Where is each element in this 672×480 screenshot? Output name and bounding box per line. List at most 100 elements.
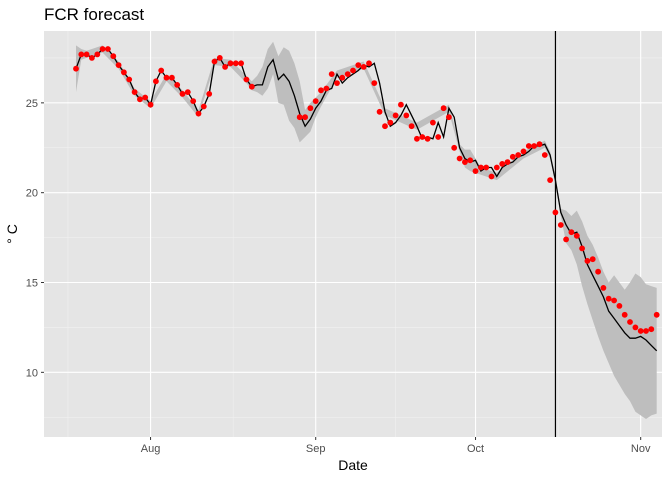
observed-point bbox=[83, 51, 90, 58]
observed-point bbox=[200, 103, 207, 110]
observed-point bbox=[488, 173, 495, 180]
observed-point bbox=[169, 74, 175, 81]
observed-point bbox=[504, 159, 511, 166]
observed-point bbox=[232, 60, 239, 67]
observed-point bbox=[195, 110, 202, 117]
y-tick-label: 20 bbox=[26, 188, 38, 200]
observed-point bbox=[334, 80, 340, 86]
observed-point bbox=[563, 236, 569, 243]
observed-point bbox=[408, 123, 415, 130]
x-tick-label: Nov bbox=[631, 443, 651, 455]
observed-point bbox=[648, 326, 655, 333]
observed-point bbox=[451, 144, 458, 151]
observed-point bbox=[440, 105, 447, 112]
observed-point bbox=[403, 112, 410, 119]
observed-point bbox=[557, 222, 564, 228]
observed-point bbox=[137, 96, 143, 103]
observed-point bbox=[344, 71, 351, 77]
minor-gridlines bbox=[44, 31, 662, 437]
observed-point bbox=[382, 123, 388, 130]
observed-point bbox=[589, 256, 596, 263]
observed-point bbox=[339, 74, 346, 81]
observed-point bbox=[611, 297, 617, 304]
observed-point bbox=[467, 157, 474, 164]
y-tick-label: 10 bbox=[26, 367, 38, 379]
observed-point bbox=[142, 94, 149, 101]
observed-point bbox=[616, 303, 623, 309]
observed-point bbox=[478, 164, 484, 171]
observed-point bbox=[371, 80, 378, 86]
observed-point bbox=[243, 76, 250, 83]
observed-point bbox=[99, 46, 106, 52]
observed-point bbox=[536, 141, 543, 148]
observed-point bbox=[153, 78, 159, 85]
observed-point bbox=[643, 328, 649, 334]
observed-point bbox=[584, 258, 591, 264]
observed-point bbox=[600, 285, 607, 291]
observed-point bbox=[184, 89, 191, 95]
observed-point bbox=[376, 108, 383, 115]
observed-point bbox=[605, 295, 612, 302]
x-tick-label: Sep bbox=[306, 443, 326, 455]
observed-point bbox=[435, 134, 442, 140]
observed-point bbox=[307, 105, 314, 112]
observed-point bbox=[472, 168, 479, 175]
observed-point bbox=[302, 114, 308, 121]
y-axis-title: ° C bbox=[4, 224, 20, 244]
observed-point bbox=[248, 83, 255, 90]
observed-point bbox=[211, 58, 218, 65]
y-tick-label: 25 bbox=[26, 98, 38, 110]
observed-point bbox=[392, 112, 399, 119]
observed-point bbox=[78, 51, 85, 58]
observed-point bbox=[483, 164, 490, 171]
observed-point bbox=[541, 152, 548, 158]
y-tick-label: 15 bbox=[26, 278, 38, 290]
x-tick-label: Oct bbox=[467, 443, 484, 455]
observed-point bbox=[419, 134, 426, 140]
observed-point bbox=[552, 209, 559, 216]
observed-point bbox=[573, 232, 580, 239]
observed-point bbox=[158, 67, 165, 74]
observed-point bbox=[414, 135, 420, 142]
observed-point bbox=[499, 161, 506, 167]
observed-point bbox=[174, 82, 181, 88]
observed-point bbox=[424, 135, 431, 142]
observed-point bbox=[579, 245, 585, 252]
observed-point bbox=[531, 143, 537, 149]
x-tick-label: Aug bbox=[141, 443, 161, 455]
observed-point bbox=[387, 119, 394, 126]
x-axis: Aug Sep Oct Nov bbox=[141, 437, 651, 455]
observed-point bbox=[318, 87, 324, 94]
observed-point bbox=[525, 143, 532, 149]
observed-point bbox=[621, 311, 628, 318]
observed-point bbox=[296, 114, 303, 121]
observed-point bbox=[637, 328, 644, 334]
observed-point bbox=[520, 148, 527, 155]
observed-point bbox=[121, 69, 127, 76]
observed-point bbox=[163, 74, 170, 81]
x-axis-title: Date bbox=[338, 457, 368, 473]
observed-point bbox=[105, 46, 111, 52]
observed-point bbox=[462, 159, 468, 166]
observed-point bbox=[509, 153, 516, 160]
observed-point bbox=[238, 60, 245, 67]
observed-point bbox=[147, 101, 154, 108]
observed-point bbox=[398, 101, 404, 108]
observed-point bbox=[493, 164, 500, 171]
observed-point bbox=[179, 91, 186, 97]
observed-point bbox=[350, 67, 356, 74]
observed-point bbox=[456, 155, 463, 162]
observed-point bbox=[190, 98, 197, 104]
observed-point bbox=[227, 60, 234, 67]
observed-point bbox=[653, 311, 660, 318]
observed-point bbox=[360, 64, 367, 70]
observed-point bbox=[595, 268, 601, 275]
observed-point bbox=[366, 60, 372, 67]
observed-point bbox=[323, 85, 330, 92]
observed-point bbox=[568, 229, 575, 236]
observed-point bbox=[515, 152, 522, 158]
observed-point bbox=[131, 89, 138, 95]
y-axis: 10 15 20 25 bbox=[26, 98, 44, 379]
observed-point bbox=[627, 319, 633, 325]
